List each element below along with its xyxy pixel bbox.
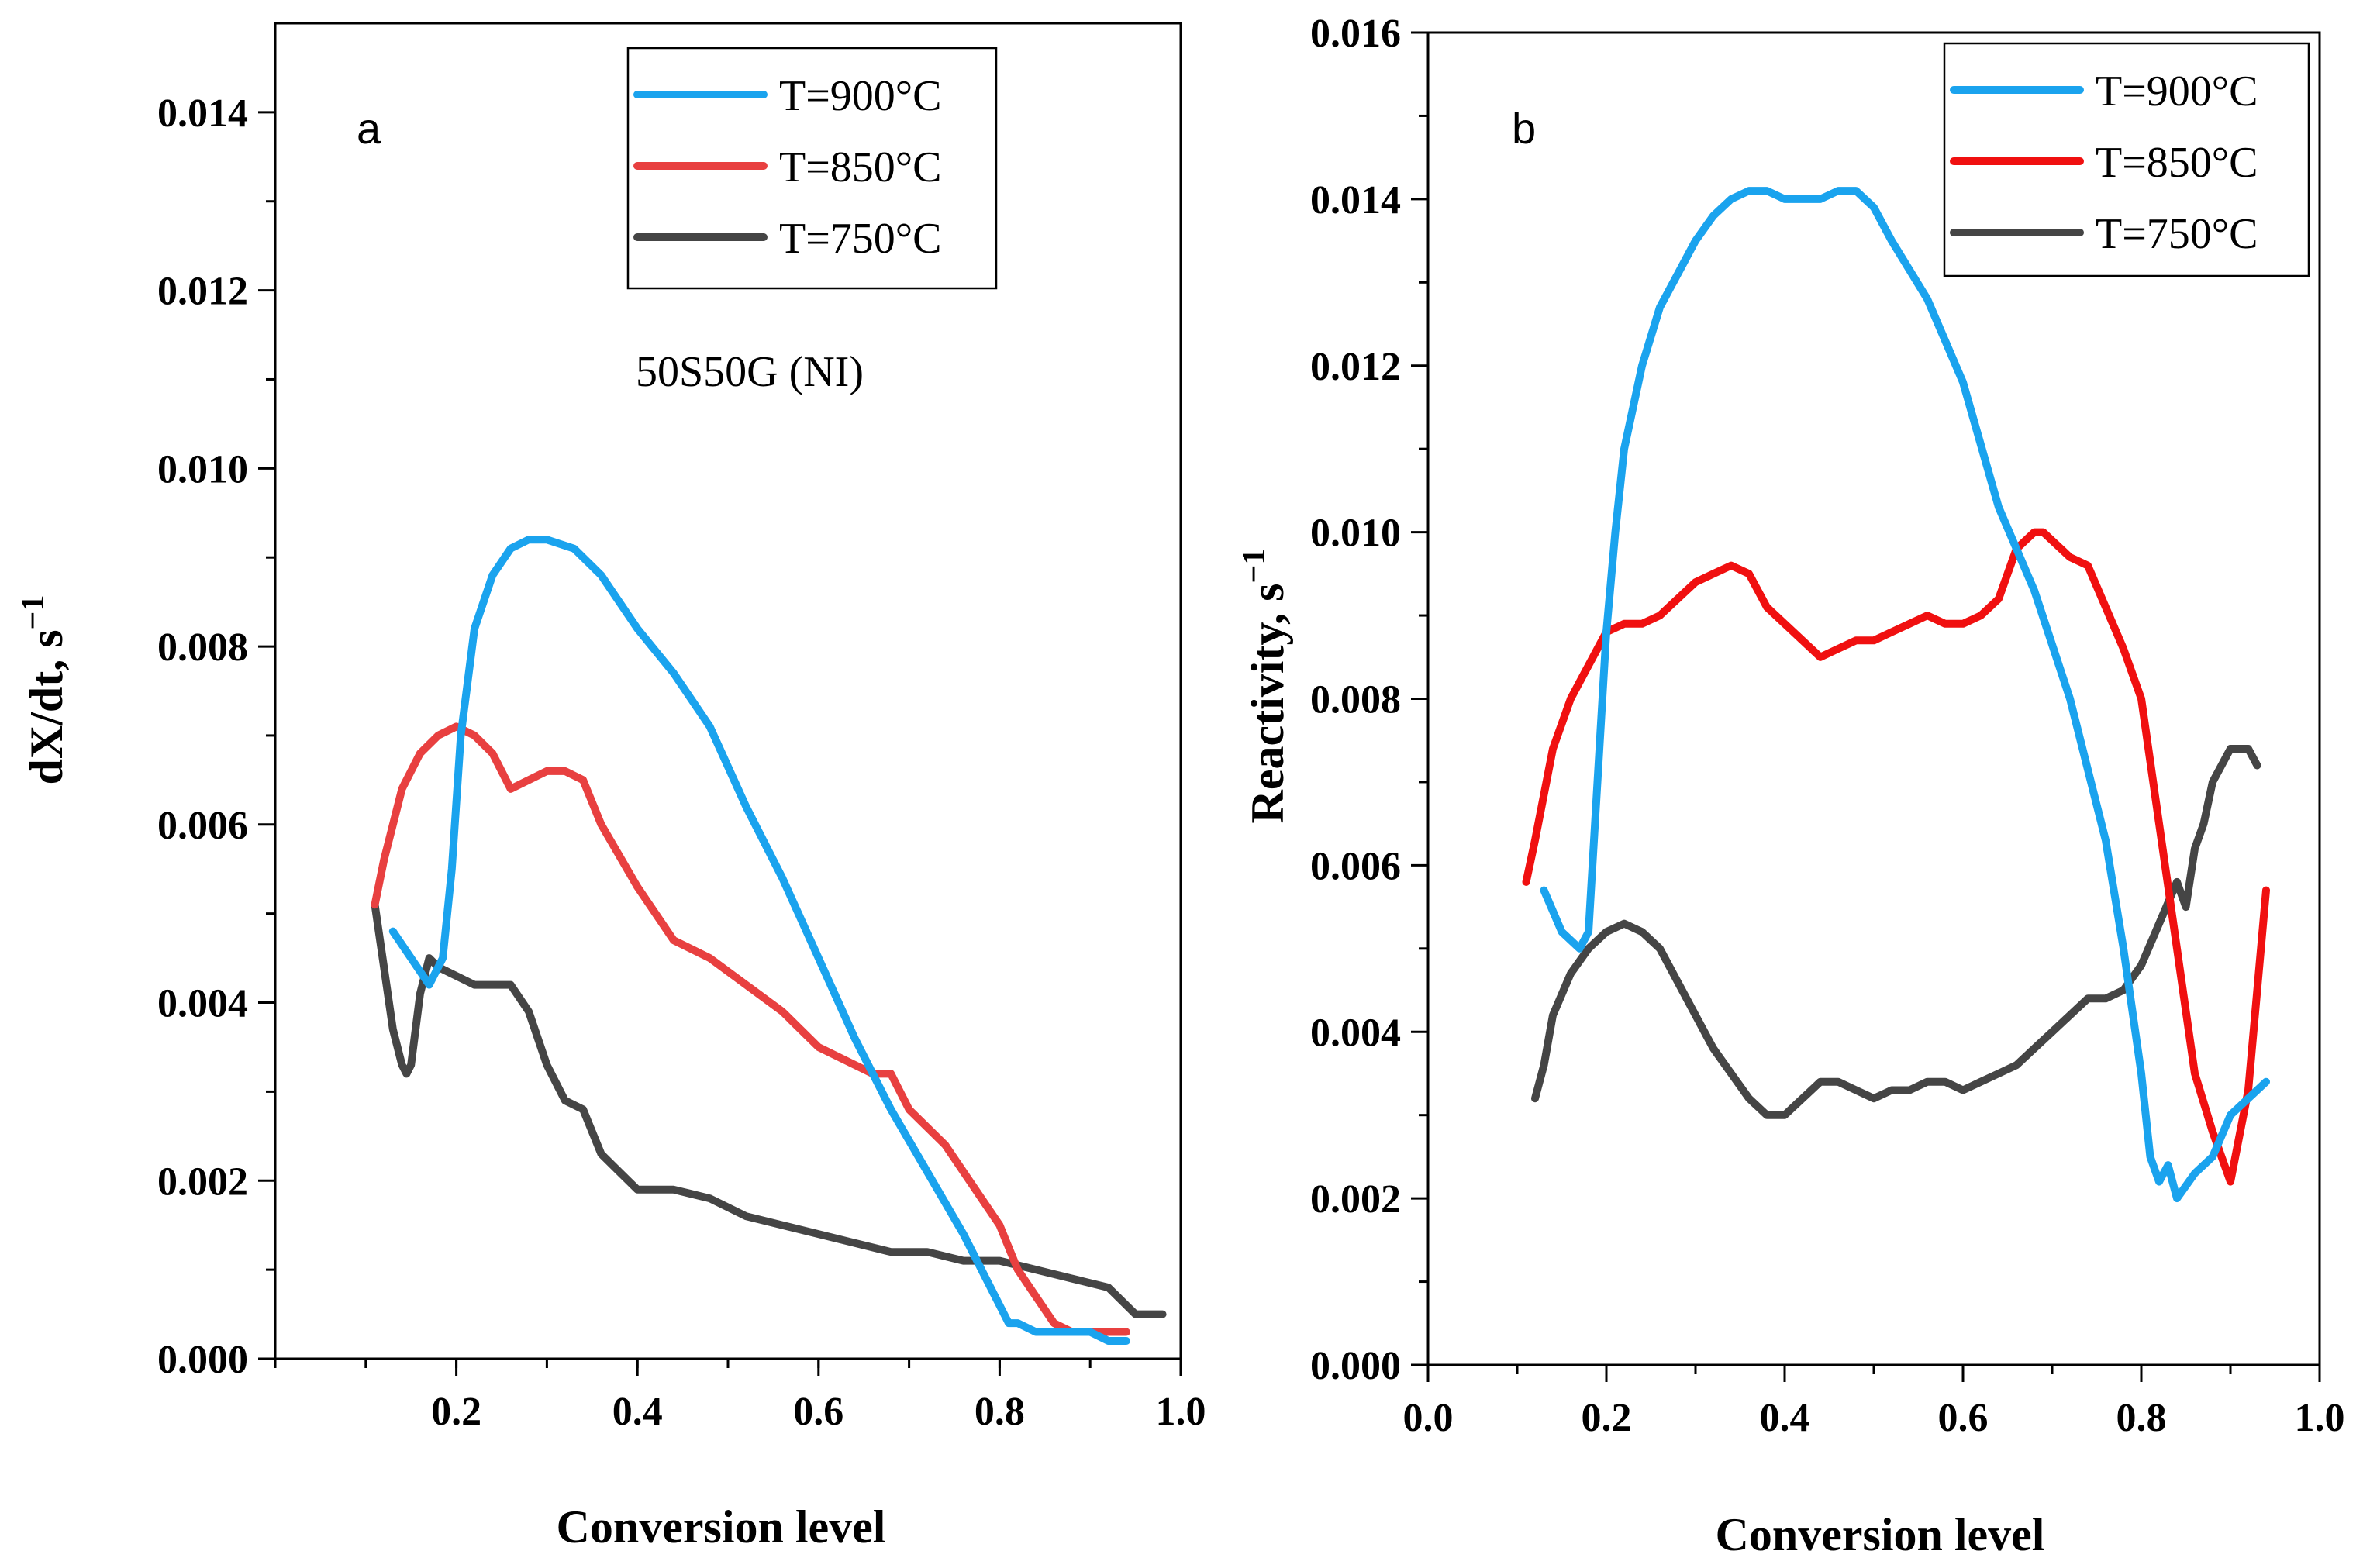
panel-a-ytick-label: 0.010 (157, 447, 248, 491)
panel-a-series-900 (388, 536, 1130, 1345)
panel-b-ytick-label: 0.004 (1310, 1011, 1401, 1055)
panel-a-frame (274, 22, 1182, 1360)
panel-b-legend-label: T=850°C (2096, 139, 2258, 187)
panel-a-letter: a (357, 104, 381, 153)
panel-a-ylabel-sup: −1 (16, 594, 51, 629)
panel-a-ytick-label: 0.000 (157, 1338, 248, 1382)
panel-b-xtick-label: 0.8 (2116, 1396, 2167, 1440)
panel-b-xtick-label: 0.4 (1760, 1396, 1810, 1440)
panel-b-ytick-label: 0.008 (1310, 678, 1401, 722)
panel-b-ytick-label: 0.010 (1310, 512, 1401, 556)
panel-a-series-850 (371, 722, 1130, 1336)
panel-a-ytick-label: 0.012 (157, 270, 248, 314)
panel-b-ylabel-sup: −1 (1237, 549, 1272, 584)
panel-a-ylabel: dX/dt, s−1 (16, 594, 72, 784)
panel-a-legend-label: T=750°C (779, 215, 942, 263)
panel-b-xtick-label: 0.2 (1582, 1396, 1632, 1440)
panel-a-legend-label: T=900°C (779, 72, 942, 120)
panel-a-ytick-label: 0.014 (157, 91, 248, 136)
panel-b-letter: b (1512, 104, 1536, 153)
panel-b-ytick-label: 0.002 (1310, 1177, 1401, 1222)
panel-b-series-750 (1531, 745, 2261, 1119)
panel-b-ytick-label: 0.006 (1310, 844, 1401, 888)
panel-b-xtick-label: 1.0 (2295, 1396, 2345, 1440)
panel-a-annotation: 50S50G (NI) (636, 348, 864, 396)
panel-a-legend: T=900°C T=850°C T=750°C (626, 47, 998, 290)
panel-b-ytick-label: 0.014 (1310, 178, 1401, 222)
panel-b-xlabel: Conversion level (1716, 1509, 2045, 1560)
panel-b-legend-label: T=900°C (2096, 67, 2258, 115)
panel-b-ytick-label: 0.012 (1310, 345, 1401, 389)
panel-a-xtick-label: 0.8 (975, 1390, 1025, 1434)
panel-b-series-850 (1522, 528, 2270, 1186)
panel-b-frame (1426, 31, 2321, 1366)
panel-b-xtick-label: 0.6 (1938, 1396, 1989, 1440)
panel-b-series-900 (1540, 187, 2270, 1203)
panel-b-ylabel-main: Reactivity, s (1242, 584, 1293, 824)
panel-a-xtick-label: 0.2 (431, 1390, 481, 1434)
panel-a-legend-label: T=850°C (779, 143, 942, 191)
panel-a-xtick-label: 0.6 (793, 1390, 843, 1434)
panel-a-xtick-label: 1.0 (1156, 1390, 1206, 1434)
panel-a-ytick-label: 0.008 (157, 625, 248, 670)
panel-a-ytick-label: 0.006 (157, 804, 248, 848)
panel-a-ytick-label: 0.004 (157, 982, 248, 1026)
panel-a-ytick-label: 0.002 (157, 1160, 248, 1204)
panel-a-xtick-label: 0.4 (612, 1390, 663, 1434)
panel-a-ylabel-main: dX/dt, s (21, 629, 72, 784)
panel-a-xlabel: Conversion level (557, 1501, 886, 1552)
panel-b-legend-label: T=750°C (2096, 210, 2258, 258)
panel-a: 0.000 0.002 0.004 0.006 0.008 0.010 0.012 0.014… (16, 22, 1206, 1552)
panel-b-ytick-label: 0.000 (1310, 1344, 1401, 1388)
panel-a-series-750 (371, 901, 1167, 1318)
panel-b-ylabel: Reactivity, s−1 (1237, 549, 1293, 824)
panel-b-xtick-label: 0.0 (1403, 1396, 1454, 1440)
panel-b: 0.000 0.002 0.004 0.006 0.008 0.010 0.012 0.014… (1237, 12, 2345, 1560)
panel-b-legend: T=900°C T=850°C T=750°C (1943, 42, 2310, 277)
panel-b-ytick-label: 0.016 (1310, 12, 1401, 56)
